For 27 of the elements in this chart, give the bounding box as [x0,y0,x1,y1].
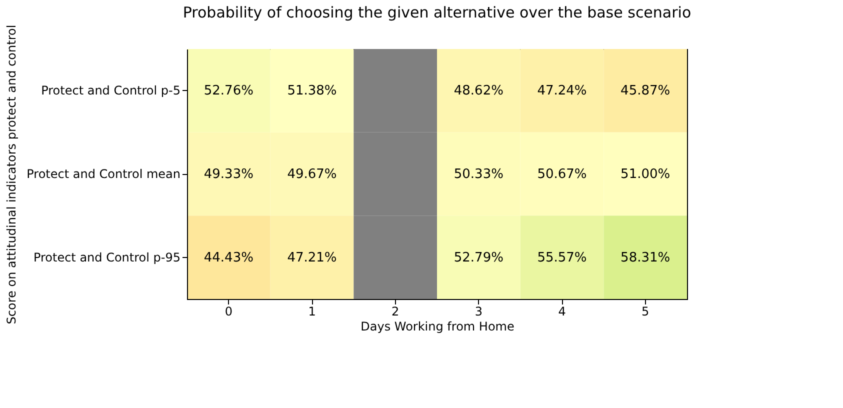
y-axis-title: Score on attitudinal indicators protect and control [4,24,19,324]
data-label: 51.38% [287,84,337,99]
data-label: 52.76% [204,84,254,99]
x-tick-label: 4 [558,304,566,318]
x-tick-label: 5 [642,304,650,318]
x-axis-title: Days Working from Home [360,320,514,334]
data-label: 45.87% [620,84,670,99]
data-label: 50.33% [454,167,504,182]
data-label: 48.62% [454,84,504,99]
y-tick-label: Protect and Control p-5 [41,84,180,98]
data-label: 52.79% [454,250,504,266]
data-label: 50.67% [537,167,587,182]
chart-title: Probability of choosing the given alternative over the base scenario [182,3,692,22]
y-tick-label: Protect and Control p-95 [33,250,180,264]
y-tick-label: Protect and Control mean [26,167,180,181]
x-tick-label: 1 [308,304,316,318]
data-label: 47.24% [537,84,587,99]
data-label: 47.21% [287,250,337,266]
data-label: 49.33% [204,167,254,182]
x-tick-label: 2 [392,304,400,318]
x-tick-label: 0 [224,304,232,318]
data-label: 44.43% [204,250,254,266]
data-label: 58.31% [620,250,670,266]
x-tick-label: 3 [474,304,482,318]
data-label: 49.67% [287,167,337,182]
data-label: 51.00% [620,167,670,182]
data-label: 55.57% [537,250,587,266]
